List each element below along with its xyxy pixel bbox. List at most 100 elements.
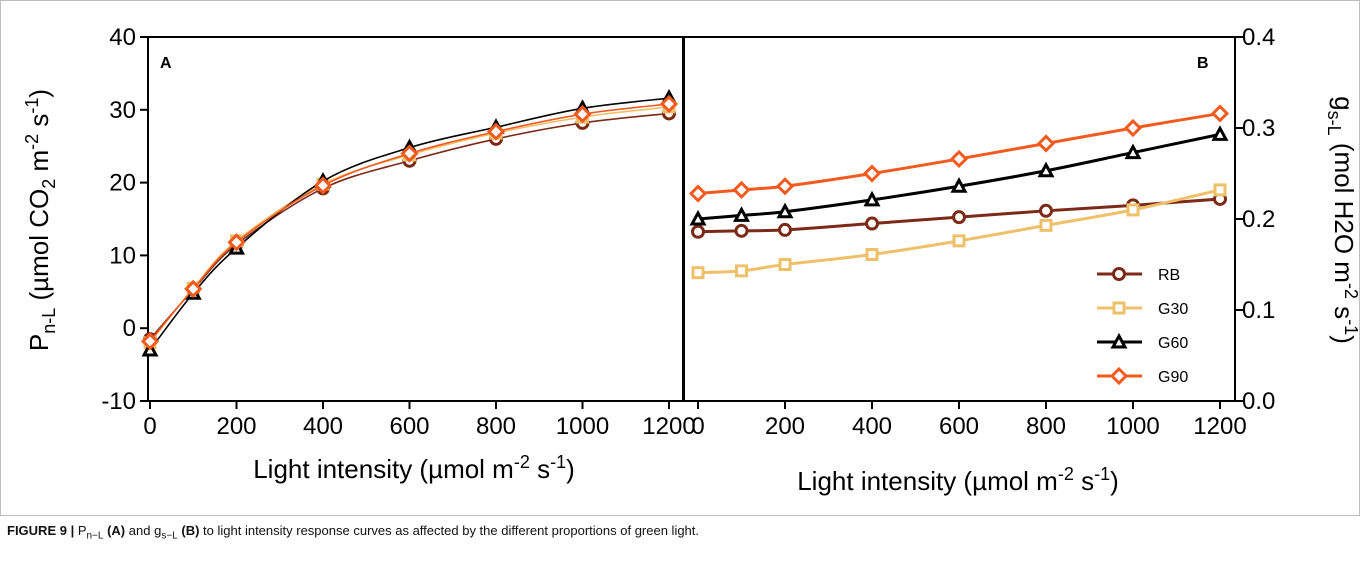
panel-b-point-g60: [1124, 143, 1142, 160]
legend-label: G60: [1158, 335, 1188, 352]
panel-a-x-title-sup2: -1: [550, 452, 566, 472]
panel-b-point-g60: [863, 190, 881, 207]
panel-b-point-g90: [1036, 134, 1056, 153]
panel-b-point-g30: [1126, 203, 1140, 217]
panel-a-y-tick-label: 20: [109, 170, 136, 197]
legend-marker-g30: [1112, 301, 1126, 315]
panel-a-y-title-p: P: [24, 334, 54, 351]
panel-b-y-title-g: g: [1329, 96, 1359, 110]
panel-b-point-g60: [776, 202, 794, 219]
panel-b-point-rb: [778, 222, 792, 237]
panel-b-series-rb: [691, 191, 1227, 239]
panel-b-x-tick-label: 0: [691, 413, 704, 440]
panel-a-y-tick-label: 10: [109, 242, 136, 269]
panel-a-point-g90: [486, 122, 506, 141]
panel-b-point-g90: [862, 164, 882, 183]
panel-b-y-tick-label: 0.3: [1242, 115, 1275, 142]
panel-a-series: [140, 89, 679, 357]
panel-b-point-g90: [775, 177, 795, 196]
panel-a-x-tick-label: 1200: [642, 413, 695, 440]
panel-a-x-title-end: ): [566, 454, 575, 484]
caption-var-b-sub: s−L: [161, 530, 178, 542]
panel-b-point-rb: [1039, 203, 1053, 218]
panel-a-y-title-m: m: [24, 150, 54, 179]
panel-b-x-title-sup1: -2: [1058, 464, 1074, 484]
panel-a-y-tick-label: 30: [109, 97, 136, 124]
panel-a-y-title-end: ): [24, 89, 54, 98]
panel-b-legend: RB G30 G60 G90: [1097, 267, 1188, 386]
panel-a-x-tick-label: 0: [143, 413, 156, 440]
panel-b-point-rb: [865, 216, 879, 231]
caption-panel-a: (A): [107, 523, 126, 538]
panel-b-point-g60: [1211, 125, 1229, 141]
panel-b-y-tick-label: 0.1: [1242, 297, 1275, 324]
panel-a-point-g90: [184, 279, 203, 299]
panel-b-point-g30: [952, 234, 966, 248]
panel-a-series-g60: [141, 89, 678, 357]
panel-a-y-axis-title: Pn-L (µmol CO2 m-2 s-1): [22, 89, 59, 351]
panel-a-y-tick-label: -10: [101, 388, 136, 415]
panel-b-x-title-mid: s: [1074, 466, 1094, 496]
panel-b-point-g60: [689, 209, 707, 226]
panel-a-point-g90: [400, 144, 419, 163]
legend-entry-g60: G60: [1097, 332, 1188, 352]
panel-a-series-g90: [140, 94, 679, 351]
figure-frame: [0, 0, 1360, 516]
panel-b-y-title-sub: s-L: [1324, 111, 1344, 136]
panel-a-x-title-sup1: -2: [514, 452, 530, 472]
panel-b-point-g90: [732, 180, 751, 200]
legend-entry-g90: G90: [1097, 366, 1188, 386]
legend-label: G90: [1158, 369, 1188, 386]
panel-b-point-g60: [950, 177, 968, 193]
panel-b-series-g60: [689, 125, 1229, 226]
caption-figure-label: FIGURE 9 |: [7, 523, 75, 538]
caption-var-a: P: [77, 523, 87, 538]
panel-a-x-tick-label: 800: [476, 413, 516, 440]
panel-b-x-tick-label: 1000: [1106, 413, 1159, 440]
caption-panel-b: (B): [181, 523, 200, 538]
legend-entry-g30: G30: [1097, 301, 1188, 318]
panel-b-point-g60: [732, 206, 751, 222]
panel-b-series-g30: [691, 183, 1227, 280]
panel-b-point-g90: [1123, 118, 1143, 138]
panel-b-point-g30: [1213, 183, 1227, 197]
panel-b-y-title-sup2: -1: [1341, 319, 1361, 335]
panel-b-y-axis-title: gs-L (mol H2O m-2 s-1): [1324, 96, 1361, 344]
panel-a-y-title-mid: (µmol CO: [24, 189, 54, 308]
caption-rest: to light intensity response curves as af…: [203, 523, 700, 538]
panel-a-point-g90: [140, 332, 160, 351]
panel-a-y-tick-label: 0: [123, 315, 136, 342]
panel-b-point-g30: [778, 258, 792, 271]
panel-a-x-tick-label: 200: [216, 413, 256, 440]
panel-a-y-title-sup1: -2: [22, 134, 42, 150]
panel-b-x-axis-title: Light intensity (µmol m-2 s-1): [797, 464, 1119, 496]
panel-b-label: B: [1197, 55, 1209, 72]
panel-b-x-tick-label: 400: [852, 413, 892, 440]
panel-a-y-tick-label: 40: [109, 24, 136, 51]
panel-b-point-rb: [952, 210, 966, 225]
panel-a: A 0 200 400 600 800 1000 1200 -10 0 10 20 30 40 Ligh…: [22, 24, 696, 484]
panel-b-point-g30: [735, 264, 748, 278]
panel-a-x-title-text: Light intensity (µmol m: [253, 454, 514, 484]
panel-a-line-g60: [149, 97, 670, 351]
panel-b-x-tick-label: 200: [765, 413, 805, 440]
caption-and: and: [128, 523, 151, 538]
panel-b-x-tick-label: 1200: [1193, 413, 1246, 440]
caption-var-b: g: [154, 523, 162, 538]
figure-caption: FIGURE 9 | Pn−L (A) and gs−L (B) to ligh…: [7, 523, 699, 542]
panel-b-x-title-sup2: -1: [1094, 464, 1110, 484]
legend-label: RB: [1158, 267, 1180, 284]
panel-b-point-g60: [1037, 161, 1055, 178]
panel-b-point-g90: [688, 184, 708, 203]
legend-marker-rb: [1112, 267, 1126, 281]
panel-a-point-g90: [659, 94, 679, 114]
panel-a-label: A: [160, 55, 172, 72]
panel-a-x-tick-label: 1000: [556, 413, 609, 440]
panel-b-point-g30: [1039, 218, 1053, 232]
panel-a-y-title-sup2: -1: [22, 98, 42, 114]
panel-a-x-axis-title: Light intensity (µmol m-2 s-1): [253, 452, 575, 484]
panel-b-x-title-text: Light intensity (µmol m: [797, 466, 1058, 496]
legend-entry-rb: RB: [1097, 267, 1180, 284]
